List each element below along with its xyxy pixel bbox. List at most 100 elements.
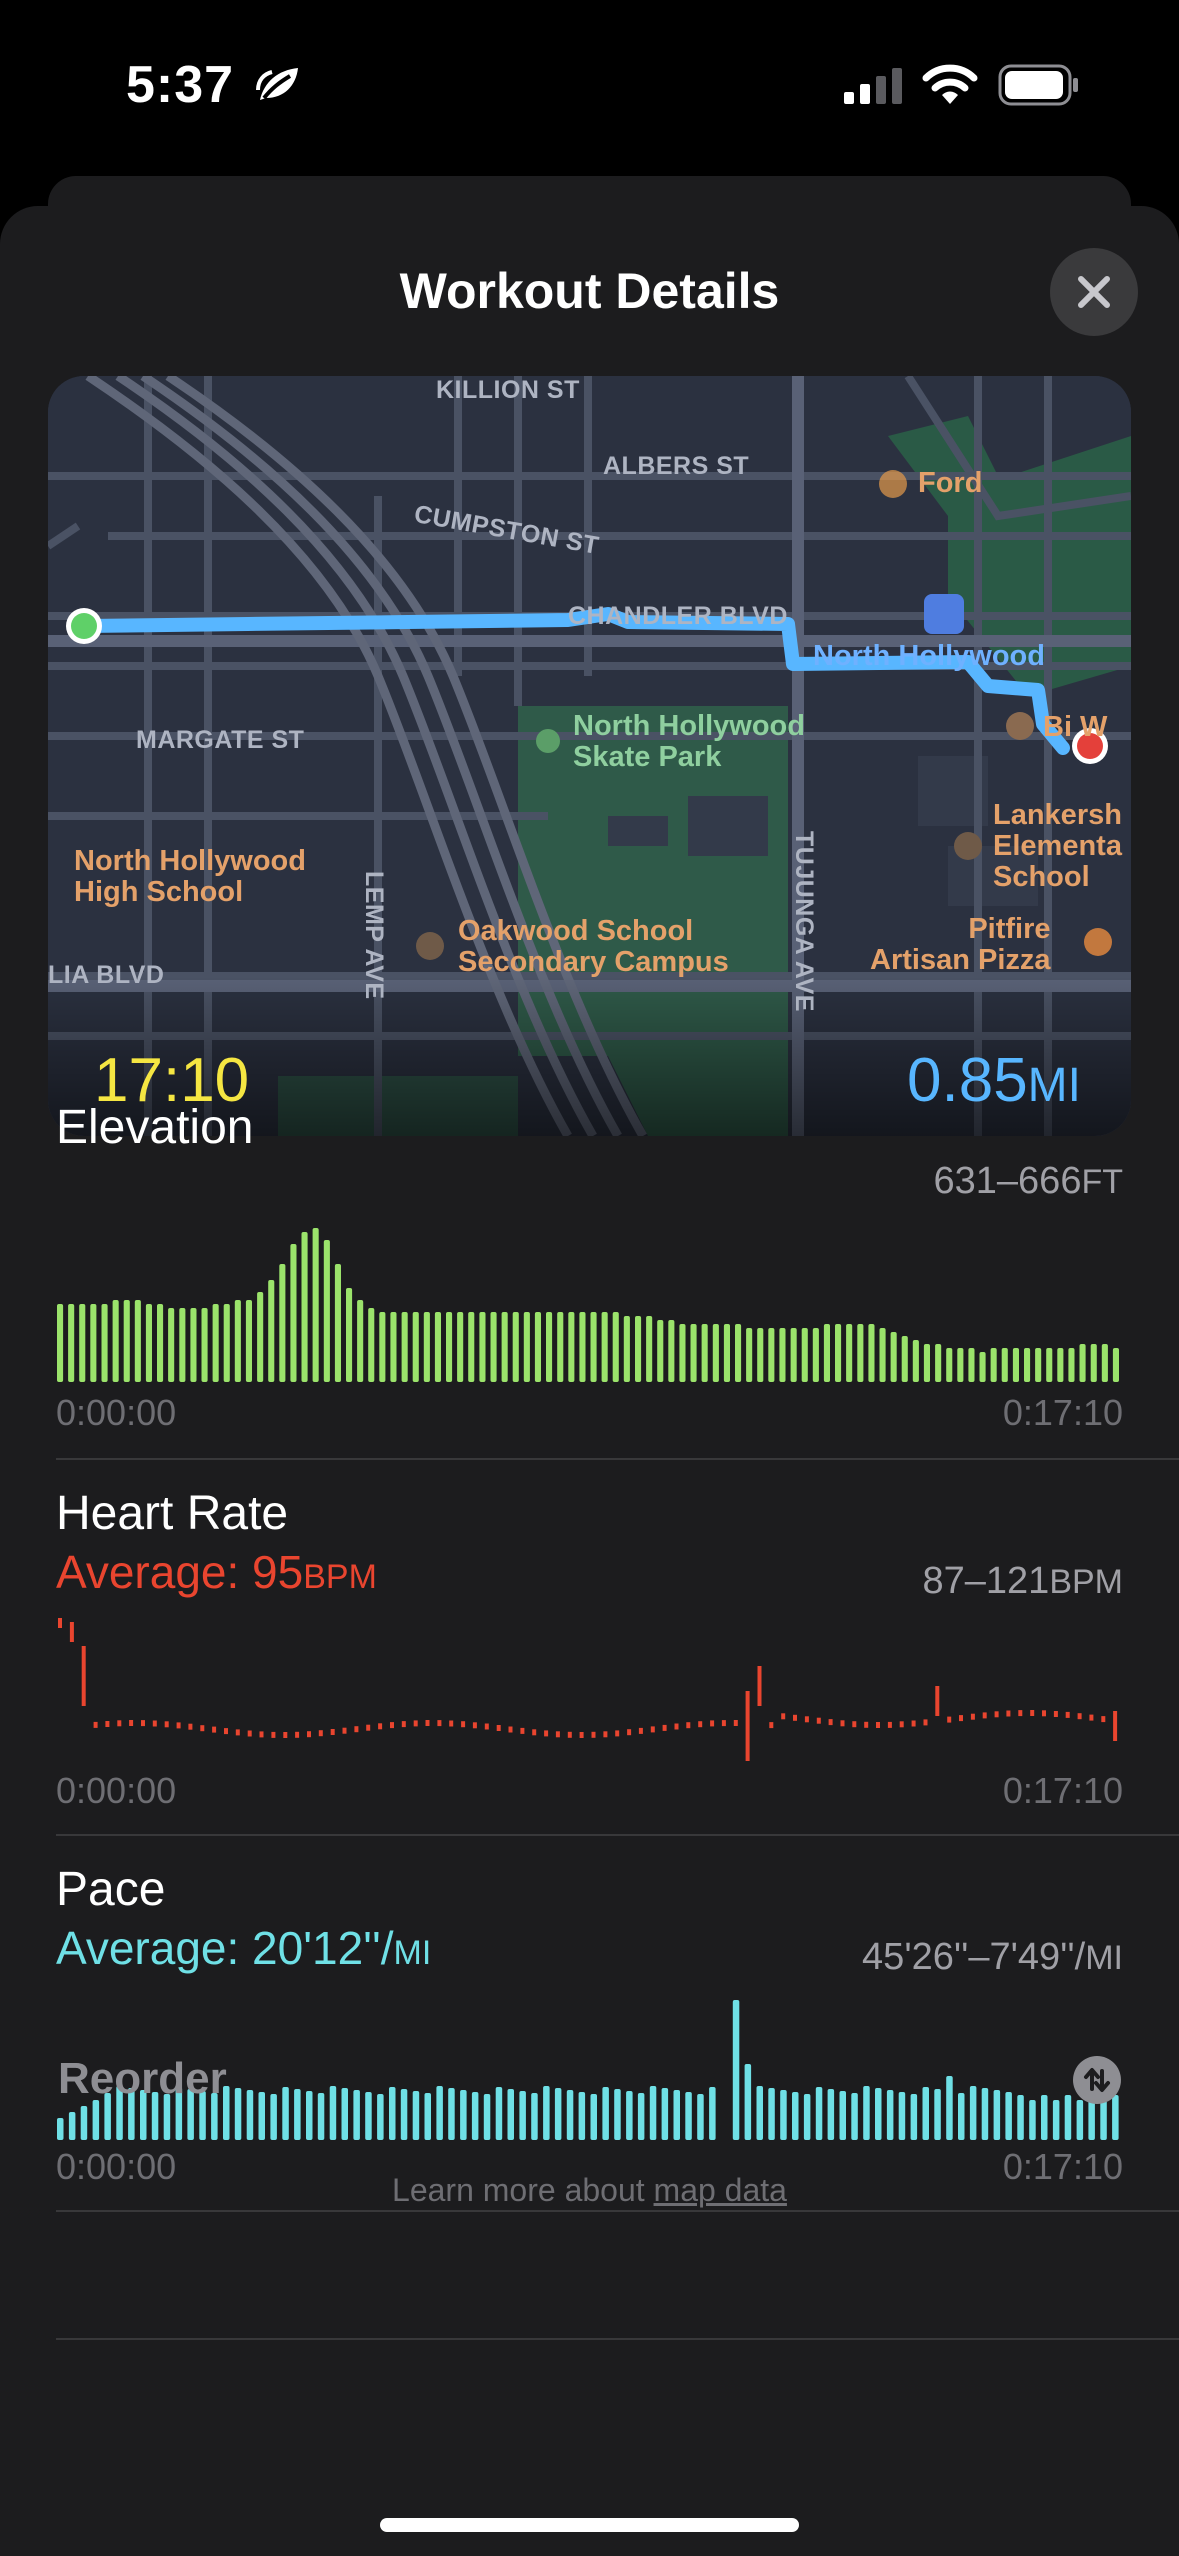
heart-rate-mark (212, 1726, 217, 1733)
heart-rate-mark (662, 1724, 667, 1731)
status-bar: 5:37 (0, 0, 1179, 170)
pace-bar (673, 2090, 680, 2140)
pace-bar (1088, 2095, 1095, 2140)
poi-skate-park[interactable]: North Hollywood Skate Park (573, 710, 805, 773)
pace-bar (614, 2089, 621, 2140)
reorder-label: Reorder (58, 2054, 227, 2103)
pace-bar (329, 2086, 337, 2140)
heart-rate-average-value: Average: 95 (56, 1546, 304, 1598)
elevation-bar (79, 1304, 86, 1382)
map-background (48, 376, 1131, 1136)
elevation-bar (512, 1312, 519, 1382)
heart-rate-mark (1113, 1711, 1118, 1741)
elevation-bar (268, 1280, 275, 1382)
heart-rate-mark (899, 1721, 904, 1728)
heart-rate-mark (864, 1721, 869, 1728)
heart-rate-mark (591, 1731, 596, 1738)
pace-bar (365, 2092, 372, 2140)
heart-rate-mark (852, 1721, 857, 1728)
pace-bar (863, 2086, 870, 2140)
street-label-magnolia: LIA BLVD (48, 961, 165, 989)
pace-bar (1041, 2095, 1048, 2140)
heart-rate-mark (1042, 1710, 1046, 1717)
pace-bar (768, 2088, 775, 2140)
elevation-bar (490, 1312, 497, 1382)
close-button[interactable] (1050, 248, 1138, 336)
poi-lankershim-school[interactable]: Lankersh Elementa School (993, 799, 1122, 893)
heart-rate-mark (93, 1721, 98, 1728)
elevation-bar (346, 1288, 353, 1382)
heart-rate-mark (721, 1720, 726, 1727)
heart-rate-mark (745, 1691, 750, 1761)
pace-bar (578, 2092, 586, 2140)
elevation-bar (390, 1312, 397, 1382)
pace-bar (649, 2086, 657, 2140)
home-indicator[interactable] (380, 2518, 799, 2532)
elevation-range-value: 631–666 (933, 1160, 1082, 1202)
heart-rate-mark (508, 1726, 513, 1733)
heart-rate-mark (544, 1730, 549, 1737)
reorder-row[interactable]: Reorder (56, 2040, 1123, 2120)
elevation-bar (979, 1352, 986, 1382)
heart-rate-average: Average: 95BPM (56, 1545, 1123, 1599)
elevation-bar (990, 1348, 997, 1382)
pace-bar (436, 2086, 443, 2140)
elevation-bar (157, 1304, 164, 1382)
heart-rate-mark (259, 1731, 264, 1738)
elevation-bar (1012, 1348, 1019, 1382)
elevation-bar (879, 1328, 886, 1382)
route-map[interactable]: KILLION ST ALBERS ST CUMPSTON ST CHANDLE… (48, 376, 1131, 1136)
pace-bar (317, 2093, 325, 2140)
elevation-bar (401, 1312, 408, 1382)
pace-bar (104, 2093, 111, 2140)
street-label-tujunga: TUJUNGA AVE (790, 831, 818, 1012)
elevation-bar (735, 1324, 742, 1382)
heart-rate-mark (887, 1721, 892, 1728)
heart-rate-mark (698, 1721, 703, 1728)
pace-bar (661, 2088, 669, 2140)
poi-high-school[interactable]: North Hollywood High School (74, 845, 306, 908)
map-data-link[interactable]: map data (653, 2172, 787, 2208)
pace-bar (1076, 2100, 1084, 2140)
divider (56, 2210, 1179, 2212)
heart-rate-mark (449, 1720, 454, 1727)
heart-rate-mark (994, 1711, 999, 1718)
heart-rate-mark (793, 1714, 797, 1721)
heart-rate-mark (627, 1729, 632, 1736)
footer-prefix: Learn more about (392, 2172, 654, 2208)
heart-rate-mark (235, 1729, 240, 1736)
elevation-bar (534, 1312, 541, 1382)
elevation-bar (134, 1300, 141, 1382)
heart-rate-mark (271, 1731, 276, 1738)
swap-arrows-icon (1084, 2068, 1110, 2092)
elevation-bar (1112, 1348, 1119, 1382)
heart-rate-mark (152, 1720, 157, 1727)
elevation-chart[interactable] (56, 1224, 1123, 1384)
poi-oakwood-school[interactable]: Oakwood School Secondary Campus (458, 915, 729, 978)
heart-rate-section: Heart Rate Average: 95BPM 87–121BPM 0:00… (56, 1486, 1123, 1856)
heart-rate-mark (472, 1722, 477, 1729)
pace-chart[interactable] (56, 1992, 1123, 2142)
heart-rate-mark (117, 1720, 122, 1727)
pace-bar (875, 2088, 882, 2140)
elevation-bar (279, 1264, 286, 1382)
divider (56, 1458, 1179, 1460)
heart-rate-chart[interactable] (56, 1616, 1123, 1766)
street-label-chandler: CHANDLER BLVD (568, 602, 788, 630)
pace-bar (744, 2064, 752, 2140)
poi-bi-w[interactable]: Bi W (1043, 711, 1108, 743)
pace-bar (886, 2090, 894, 2140)
poi-ford[interactable]: Ford (918, 467, 983, 499)
heart-rate-mark (710, 1720, 715, 1727)
elevation-bar (801, 1328, 808, 1382)
map-duration: 17:10 (94, 1046, 250, 1115)
poi-north-hollywood-station[interactable]: North Hollywood (813, 640, 1045, 672)
pace-bar (1005, 2092, 1012, 2140)
elevation-bar (590, 1312, 597, 1382)
elevation-bar (768, 1328, 775, 1382)
poi-pitfire-pizza[interactable]: Pitfire Artisan Pizza (870, 913, 1051, 976)
heart-rate-mark (923, 1719, 928, 1726)
heart-rate-mark (816, 1717, 821, 1724)
elevation-bar (312, 1228, 319, 1382)
reorder-icon[interactable] (1073, 2056, 1121, 2104)
